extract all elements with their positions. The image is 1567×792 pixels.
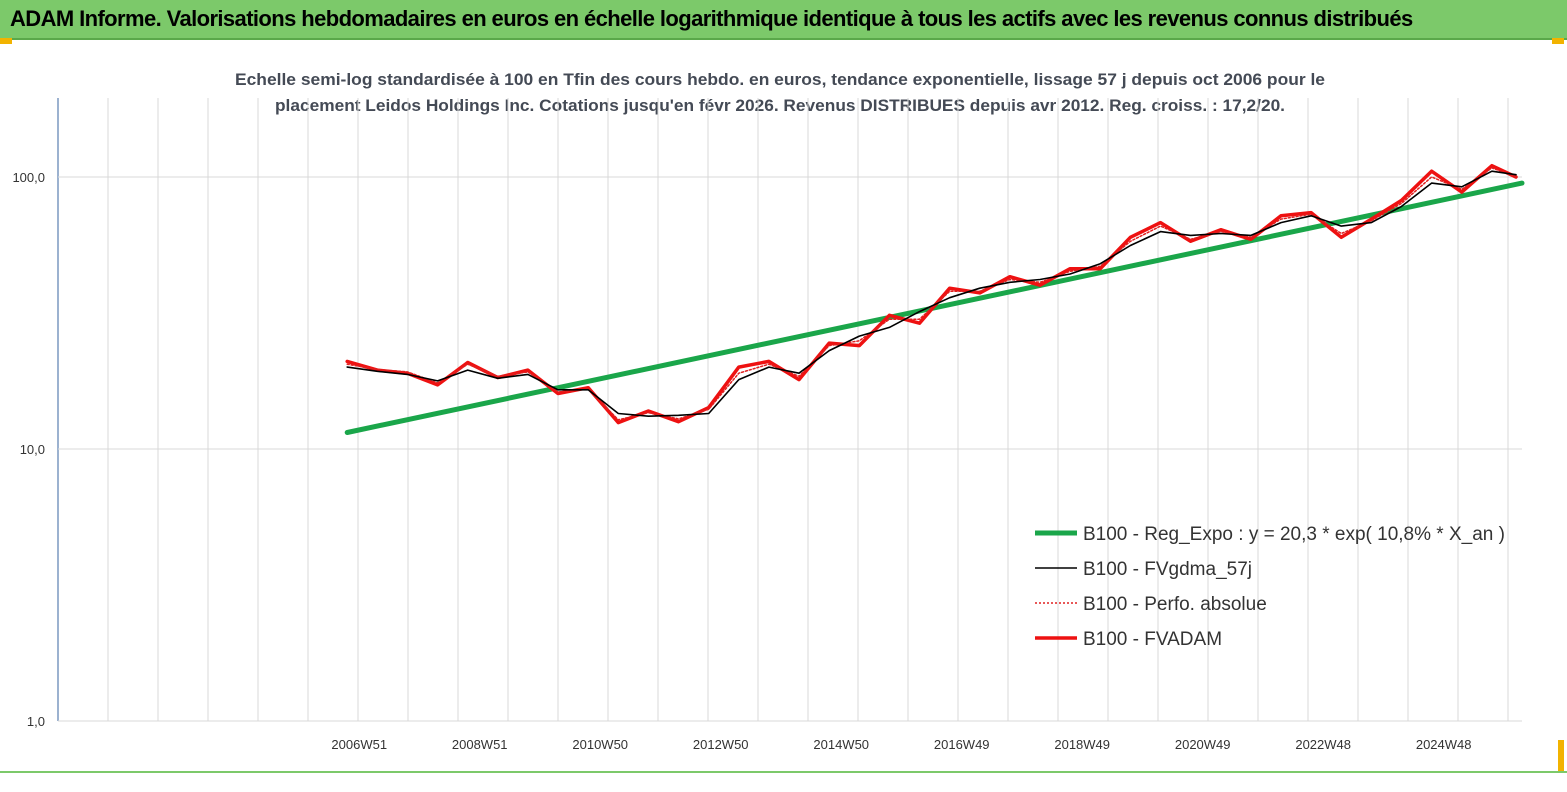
x-tick-label: 2022W48 bbox=[1295, 737, 1351, 752]
chart-subtitle-line: Echelle semi-log standardisée à 100 en T… bbox=[235, 70, 1325, 89]
x-tick-label: 2024W48 bbox=[1416, 737, 1472, 752]
series-line-3 bbox=[346, 167, 1517, 421]
x-tick-label: 2016W49 bbox=[934, 737, 990, 752]
report-banner: ADAM Informe. Valorisations hebdomadaire… bbox=[0, 0, 1567, 40]
series-line-4 bbox=[345, 163, 1518, 425]
legend-label: B100 - Reg_Expo : y = 20,3 * exp( 10,8% … bbox=[1083, 524, 1505, 545]
series-line-2 bbox=[346, 170, 1517, 418]
chart-subtitle-line: placement Leidos Holdings Inc. Cotations… bbox=[275, 96, 1285, 115]
bottom-band bbox=[0, 771, 1567, 792]
corner-mark-top-right bbox=[1552, 38, 1564, 44]
x-tick-label: 2012W50 bbox=[693, 737, 749, 752]
x-tick-label: 2006W51 bbox=[331, 737, 387, 752]
legend-label: B100 - FVgdma_57j bbox=[1083, 559, 1252, 580]
report-title: ADAM Informe. Valorisations hebdomadaire… bbox=[10, 6, 1413, 31]
y-tick-label: 10,0 bbox=[20, 442, 45, 457]
x-tick-label: 2020W49 bbox=[1175, 737, 1231, 752]
y-tick-label: 1,0 bbox=[27, 714, 45, 729]
x-tick-label: 2014W50 bbox=[813, 737, 869, 752]
x-tick-label: 2008W51 bbox=[452, 737, 508, 752]
y-tick-label: 100,0 bbox=[12, 170, 45, 185]
x-tick-label: 2010W50 bbox=[572, 737, 628, 752]
legend-label: B100 - Perfo. absolue bbox=[1083, 594, 1267, 615]
x-tick-label: 2018W49 bbox=[1054, 737, 1110, 752]
legend-label: B100 - FVADAM bbox=[1083, 629, 1222, 650]
corner-mark-top-left bbox=[0, 38, 12, 44]
corner-mark-bottom-right bbox=[1558, 740, 1564, 782]
